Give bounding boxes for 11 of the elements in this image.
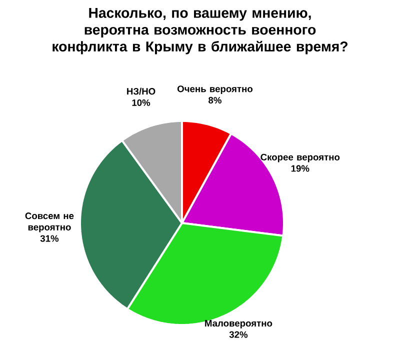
slice-label: Очень вероятно: [177, 86, 253, 94]
data-label: 32%: [229, 331, 248, 338]
slice-label: Скорее вероятно: [260, 154, 340, 162]
slice-label: Совсем не вероятно: [25, 212, 74, 232]
data-label: 31%: [40, 235, 59, 242]
chart-title: Насколько, по вашему мнению, вероятна возможность военного конфликта в Крыму в ближайшее время?: [52, 8, 348, 54]
slice-label: НЗ/НО: [127, 88, 156, 95]
data-label: 19%: [291, 165, 310, 172]
data-label: 10%: [132, 99, 150, 106]
data-label: 8%: [208, 96, 222, 104]
slice-label: Маловероятно: [205, 320, 272, 328]
